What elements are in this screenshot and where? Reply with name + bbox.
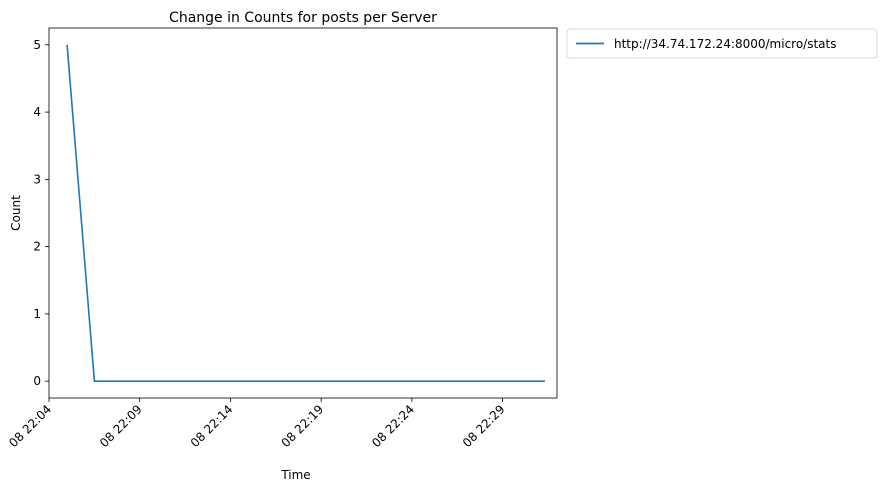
y-tick-label: 3 (33, 172, 41, 186)
x-axis-label: Time (280, 468, 310, 482)
x-tick-label: 08 22:19 (278, 402, 326, 450)
legend: http://34.74.172.24:8000/micro/stats (566, 28, 878, 59)
x-axis-ticks: 08 22:04 08 22:09 08 22:14 08 22:19 08 22:24… (6, 398, 508, 450)
y-axis-ticks: 0 1 2 3 4 5 (33, 38, 49, 388)
y-tick-label: 5 (33, 38, 41, 52)
y-tick-label: 1 (33, 307, 41, 321)
y-axis-label: Count (9, 195, 23, 231)
x-tick-label: 08 22:04 (6, 402, 54, 450)
y-tick-label: 4 (33, 105, 41, 119)
legend-series-label: http://34.74.172.24:8000/micro/stats (614, 37, 837, 51)
x-tick-label: 08 22:29 (460, 402, 508, 450)
series-line-0 (66, 44, 545, 383)
x-tick-label: 08 22:24 (369, 402, 417, 450)
series-layer (66, 44, 545, 383)
legend-box (566, 28, 878, 59)
y-tick-label: 0 (33, 374, 41, 388)
x-tick-label: 08 22:14 (188, 402, 236, 450)
y-tick-label: 2 (33, 240, 41, 254)
x-tick-label: 08 22:09 (97, 402, 145, 450)
chart-title: Change in Counts for posts per Server (169, 10, 437, 26)
plot-area (48, 27, 558, 399)
